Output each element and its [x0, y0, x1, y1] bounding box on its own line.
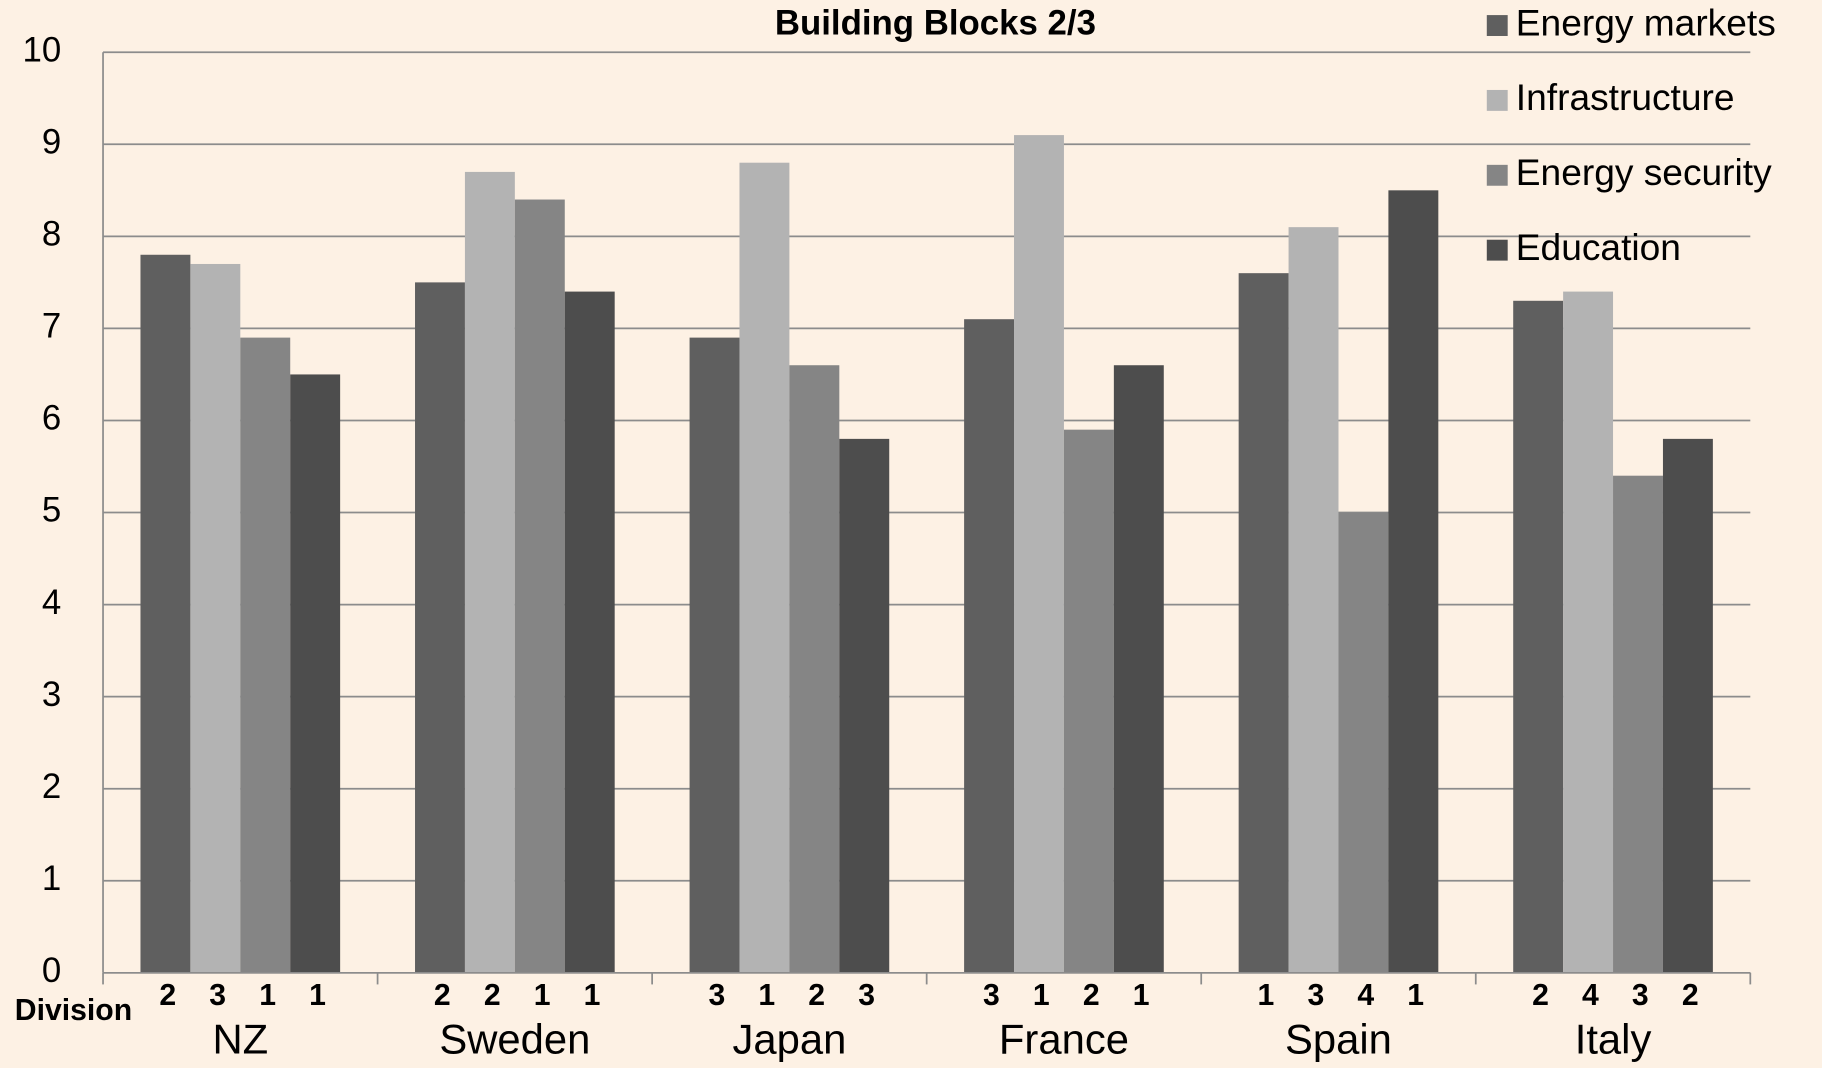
bar — [1113, 365, 1164, 973]
y-tick-label: 9 — [42, 122, 61, 161]
rank-label: 1 — [1033, 979, 1050, 1012]
legend-swatch — [1486, 15, 1508, 36]
bar — [689, 337, 740, 973]
bar — [190, 263, 241, 973]
rank-label: 2 — [1682, 979, 1699, 1012]
rank-label: 1 — [584, 979, 601, 1012]
rank-label: 2 — [1083, 979, 1100, 1012]
rank-axis-label: Division — [15, 994, 132, 1027]
bar — [739, 162, 790, 973]
bar — [1388, 190, 1439, 973]
rank-label: 3 — [209, 979, 226, 1012]
rank-label: 1 — [758, 979, 775, 1012]
y-tick-label: 1 — [42, 859, 61, 898]
y-tick-label: 10 — [23, 30, 62, 69]
legend-label: Energy markets — [1516, 1, 1776, 43]
rank-label: 1 — [1258, 979, 1275, 1012]
bar — [564, 291, 615, 973]
y-tick-label: 6 — [42, 399, 61, 438]
y-tick-label: 0 — [42, 951, 61, 990]
bar — [240, 337, 291, 973]
bar — [1613, 475, 1663, 973]
rank-label: 2 — [484, 979, 501, 1012]
bar — [1238, 273, 1289, 973]
bar — [839, 438, 890, 973]
bar — [1288, 227, 1339, 973]
bar — [464, 171, 515, 973]
bar — [1513, 300, 1564, 973]
bar — [140, 254, 191, 973]
legend-swatch — [1486, 89, 1508, 111]
chart-title: Building Blocks 2/3 — [775, 4, 1096, 43]
bar — [1063, 429, 1114, 973]
x-tick-label: France — [999, 1016, 1129, 1063]
rank-label: 4 — [1357, 979, 1374, 1012]
bar — [1014, 135, 1064, 973]
y-tick-label: 3 — [42, 675, 61, 714]
rank-label: 3 — [708, 979, 725, 1012]
bar — [1338, 512, 1389, 973]
x-tick-label: Italy — [1575, 1016, 1652, 1063]
rank-label: 2 — [808, 979, 825, 1012]
bar — [789, 365, 840, 973]
rank-label: 3 — [983, 979, 1000, 1012]
legend-label: Energy security — [1516, 151, 1772, 193]
x-tick-label: Spain — [1285, 1016, 1392, 1063]
rank-label: 3 — [1632, 979, 1649, 1012]
x-tick-label: NZ — [212, 1016, 268, 1063]
bar — [1662, 438, 1713, 973]
rank-label: 2 — [159, 979, 176, 1012]
rank-label: 4 — [1582, 979, 1599, 1012]
y-tick-label: 7 — [42, 307, 61, 346]
y-tick-label: 8 — [42, 215, 61, 254]
bar — [964, 319, 1015, 973]
y-tick-label: 5 — [42, 491, 61, 530]
rank-label: 2 — [1532, 979, 1549, 1012]
rank-label: 1 — [1407, 979, 1424, 1012]
bar — [514, 199, 565, 973]
bar — [415, 282, 465, 973]
x-tick-label: Japan — [732, 1016, 846, 1063]
legend-label: Infrastructure — [1516, 76, 1735, 118]
y-tick-label: 4 — [42, 583, 61, 622]
bar — [1563, 291, 1614, 973]
bar — [290, 374, 341, 973]
rank-label: 2 — [434, 979, 451, 1012]
legend-label: Education — [1516, 226, 1681, 268]
y-tick-label: 2 — [42, 767, 61, 806]
rank-label: 1 — [259, 979, 276, 1012]
rank-label: 3 — [858, 979, 875, 1012]
rank-label: 1 — [1133, 979, 1150, 1012]
legend-swatch — [1486, 239, 1508, 261]
legend-swatch — [1486, 164, 1508, 186]
rank-label: 3 — [1307, 979, 1324, 1012]
x-tick-label: Sweden — [439, 1016, 590, 1063]
rank-label: 1 — [309, 979, 326, 1012]
rank-label: 1 — [534, 979, 551, 1012]
